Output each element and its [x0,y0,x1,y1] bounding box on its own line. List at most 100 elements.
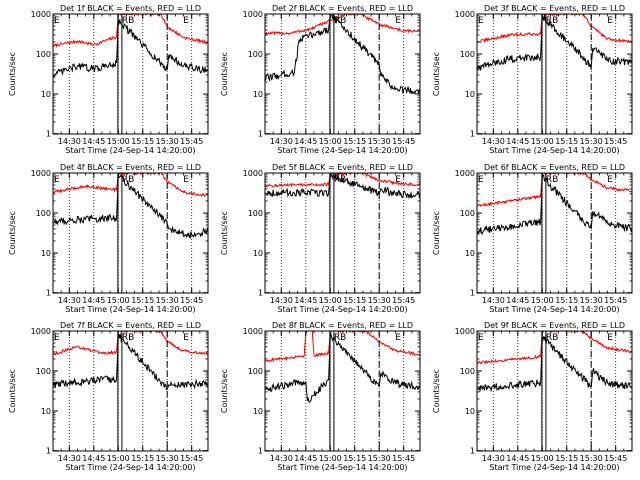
x-tick-label: 14:45 [506,296,529,305]
x-tick-label: 15:15 [343,137,366,146]
y-axis-label: Counts/sec [220,211,229,255]
y-axis-label: Counts/sec [8,369,17,413]
marker-label: E [395,333,401,343]
plot-frame [52,330,209,452]
marker-label: RB [334,16,346,26]
x-tick-label: 15:30 [368,296,391,305]
x-tick-label: 14:45 [294,137,317,146]
series-line-black-events [265,14,420,95]
x-tick-label: 15:45 [180,454,203,463]
x-tick-label: 15:45 [604,137,627,146]
chart-title: Det 1f BLACK = Events, RED = LLD [60,4,201,13]
x-tick-label: 14:45 [294,296,317,305]
plot-frame [52,13,209,135]
y-tick-label: 1000 [243,10,263,19]
x-axis-label: Start Time (24-Sep-14 14:20:00) [489,146,619,155]
x-tick-label: 15:45 [180,296,203,305]
y-tick-label: 100 [460,50,475,59]
y-axis-label: Counts/sec [432,52,441,96]
marker-label: E [183,175,189,185]
chart-title: Det 5f BLACK = Events, RED = LLD [272,163,413,172]
plot-frame [264,330,421,452]
x-tick-label: 15:00 [531,454,554,463]
y-tick-label: 1 [46,289,51,298]
x-tick-label: 14:30 [270,296,293,305]
y-axis-label: Counts/sec [220,52,229,96]
y-tick-label: 10 [465,249,475,258]
marker-label: E [183,333,189,343]
series-line-red-lld [265,14,420,36]
x-tick-label: 15:00 [107,137,130,146]
marker-label: E [478,16,484,26]
x-tick-label: 15:15 [555,137,578,146]
y-tick-label: 100 [460,209,475,218]
series-line-black-events [477,14,632,71]
x-tick-label: 15:15 [131,137,154,146]
y-axis-label: Counts/sec [220,369,229,413]
series-line-red-lld [265,173,420,188]
marker-label: E [478,175,484,185]
x-tick-label: 14:30 [270,137,293,146]
x-tick-label: 15:30 [368,454,391,463]
y-axis-label: Counts/sec [432,211,441,255]
x-tick-label: 15:45 [392,137,415,146]
x-tick-label: 15:00 [107,454,130,463]
marker-label: E [395,16,401,26]
marker-label: E [54,16,60,26]
x-tick-label: 15:30 [580,454,603,463]
x-tick-label: 14:30 [482,296,505,305]
y-tick-label: 10 [465,90,475,99]
x-tick-label: 15:00 [107,296,130,305]
y-tick-label: 100 [36,367,51,376]
x-tick-label: 14:45 [82,137,105,146]
x-tick-label: 15:45 [180,137,203,146]
marker-label: RB [546,16,558,26]
y-tick-label: 10 [41,90,51,99]
x-tick-label: 14:45 [294,454,317,463]
y-tick-label: 100 [36,209,51,218]
plot-frame [476,330,633,452]
x-axis-label: Start Time (24-Sep-14 14:20:00) [65,305,195,314]
y-tick-label: 10 [253,249,263,258]
chart-panel-2: Det 2f BLACK = Events, RED = LLD RB E 1 10 10… [220,4,421,155]
x-tick-label: 15:45 [392,296,415,305]
chart-title: Det 6f BLACK = Events, RED = LLD [484,163,625,172]
marker-label: E [395,175,401,185]
y-tick-label: 1 [258,130,263,139]
x-tick-label: 14:30 [58,296,81,305]
x-tick-label: 15:30 [368,137,391,146]
y-tick-label: 10 [465,407,475,416]
y-tick-label: 1000 [243,327,263,336]
y-tick-label: 1000 [31,10,51,19]
series-line-black-events [477,336,632,393]
series-line-black-events [53,19,208,79]
series-line-black-events [265,333,420,403]
marker-label: E [607,333,613,343]
x-tick-label: 14:30 [482,137,505,146]
y-tick-label: 100 [248,209,263,218]
y-tick-label: 100 [248,367,263,376]
marker-label: E [54,175,60,185]
marker-label: RB [334,175,346,185]
x-tick-label: 15:15 [343,296,366,305]
y-axis-label: Counts/sec [432,369,441,413]
marker-label: RB [122,175,134,185]
x-tick-label: 15:00 [531,137,554,146]
y-tick-label: 10 [253,90,263,99]
x-axis-label: Start Time (24-Sep-14 14:20:00) [277,146,407,155]
plot-frame [264,13,421,135]
series-line-black-events [265,173,420,200]
x-axis-label: Start Time (24-Sep-14 14:20:00) [489,463,619,472]
x-tick-label: 15:30 [156,454,179,463]
x-tick-label: 14:30 [58,137,81,146]
y-tick-label: 100 [36,50,51,59]
series-line-black-events [53,333,208,391]
marker-label: E [183,16,189,26]
y-tick-label: 1000 [455,327,475,336]
x-tick-label: 15:30 [580,296,603,305]
y-tick-label: 1000 [31,169,51,178]
